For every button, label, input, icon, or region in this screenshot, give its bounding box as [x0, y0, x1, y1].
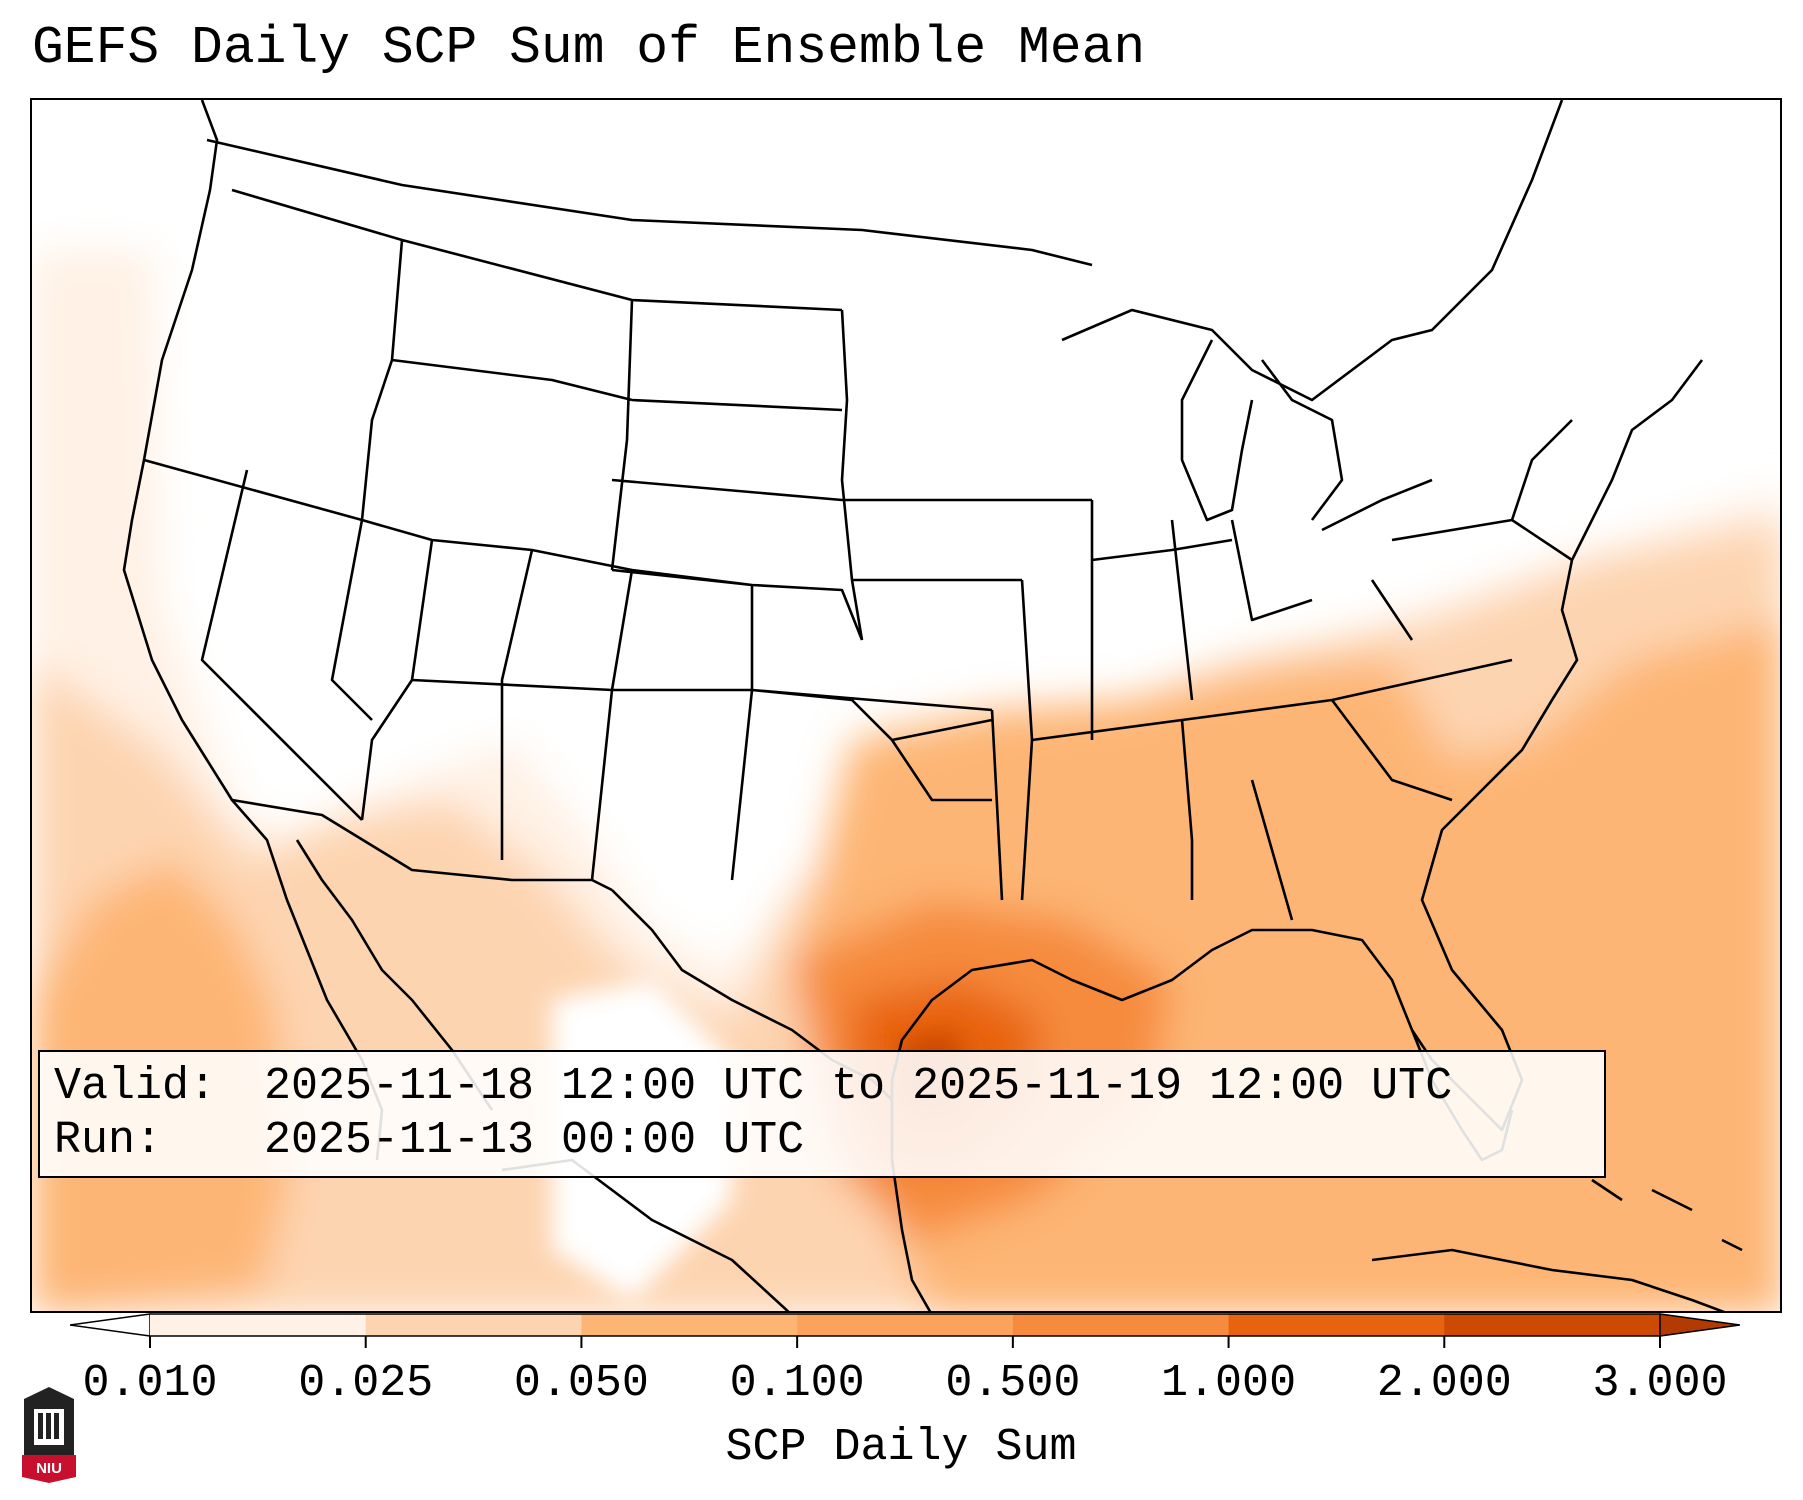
colorbar-tick-label: 3.000: [1592, 1358, 1728, 1409]
colorbar-tick-label: 0.025: [298, 1358, 434, 1409]
colorbar-tick-label: 0.050: [513, 1358, 649, 1409]
lake-erie: [1321, 478, 1433, 532]
scp-region-plains-white: [632, 620, 852, 740]
colorbar-tick-label: 2.000: [1376, 1358, 1512, 1409]
lake-michigan-east: [1260, 359, 1344, 521]
colorbar-tick-label: 0.100: [729, 1358, 865, 1409]
colorbar-segment: [1444, 1314, 1661, 1336]
colorbar-segment: [150, 1314, 367, 1336]
state-lines: [143, 188, 1573, 921]
bahamas: [1591, 1178, 1743, 1252]
colorbar-segment: [1228, 1314, 1445, 1336]
colorbar-tick-label: 0.010: [82, 1358, 218, 1409]
colorbar-segment: [1012, 1314, 1230, 1336]
us-mexico-border: [231, 798, 613, 892]
logo-text: NIU: [36, 1460, 62, 1477]
colorbar-label: SCP Daily Sum: [725, 1422, 1077, 1473]
run-value: 2025-11-13 00:00 UTC: [264, 1115, 805, 1166]
valid-label: Valid:: [54, 1061, 217, 1112]
chart-title: GEFS Daily SCP Sum of Ensemble Mean: [32, 18, 1146, 78]
colorbar-segment: [581, 1314, 798, 1336]
colorbar-tick-label: 1.000: [1161, 1358, 1297, 1409]
run-label: Run:: [54, 1115, 163, 1166]
valid-run-info-box: Valid: 2025-11-18 12:00 UTC to 2025-11-19…: [38, 1050, 1606, 1178]
valid-value: 2025-11-18 12:00 UTC to 2025-11-19 12:00…: [264, 1061, 1453, 1112]
great-lakes: [1061, 100, 1564, 402]
niu-logo: NIU: [22, 1387, 76, 1483]
colorbar-extend-over: [1659, 1313, 1740, 1337]
pacific-coastline: [122, 100, 384, 1161]
lake-michigan: [1180, 339, 1254, 522]
run-line: Run: 2025-11-13 00:00 UTC: [54, 1114, 1590, 1168]
colorbar-outline: [150, 1313, 1660, 1337]
valid-line: Valid: 2025-11-18 12:00 UTC to 2025-11-19…: [54, 1060, 1590, 1114]
us-canada-border: [206, 138, 1093, 267]
colorbar-extend-under: [70, 1313, 151, 1337]
colorbar: [70, 1313, 1740, 1348]
cuba: [1371, 1248, 1726, 1311]
colorbar-segment: [365, 1314, 582, 1336]
colorbar-tick-label: 0.500: [945, 1358, 1081, 1409]
colorbar-segment: [797, 1314, 1014, 1336]
